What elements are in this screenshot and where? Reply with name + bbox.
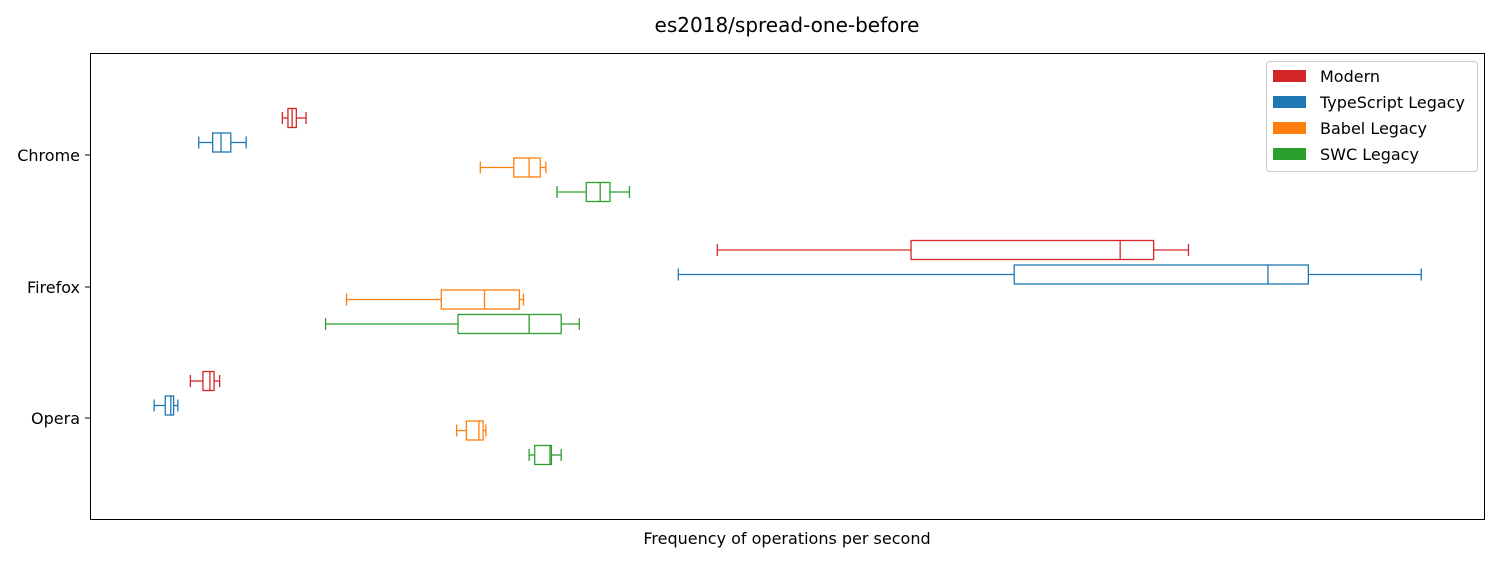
box-plot <box>324 313 580 335</box>
box-plot <box>198 132 247 153</box>
box-iqr <box>202 370 215 392</box>
legend-label: SWC Legacy <box>1320 145 1419 164</box>
legend-label: TypeScript Legacy <box>1319 93 1465 112</box>
box-plot <box>153 395 179 416</box>
y-tick-label: Opera <box>31 409 80 428</box>
y-tick-label: Firefox <box>27 278 80 297</box>
box-iqr <box>212 132 232 153</box>
box-plot <box>455 420 487 441</box>
x-axis-label: Frequency of operations per second <box>643 529 930 548</box>
box-iqr <box>910 239 1155 261</box>
chart-title: es2018/spread-one-before <box>655 13 920 37</box>
box-iqr <box>440 289 521 310</box>
box-plot <box>528 444 562 466</box>
y-axis: Chrome Firefox Opera <box>17 146 90 428</box>
box-plot <box>281 107 307 129</box>
legend-label: Modern <box>1320 67 1380 86</box>
box-plot <box>345 289 525 310</box>
legend-swatch <box>1273 70 1306 82</box>
y-tick-label: Chrome <box>17 146 80 165</box>
box-iqr <box>513 157 541 178</box>
legend-swatch <box>1273 148 1306 160</box>
box-plot <box>716 239 1190 261</box>
legend-frame <box>1266 61 1478 172</box>
box-plot <box>479 157 547 178</box>
legend-swatch <box>1273 122 1306 134</box>
box-iqr <box>465 420 484 441</box>
plot-area-frame <box>90 53 1485 520</box>
legend-item: SWC Legacy <box>1273 145 1419 164</box>
box-iqr <box>534 444 553 466</box>
box-iqr <box>457 313 562 335</box>
legend-item: TypeScript Legacy <box>1273 93 1465 112</box>
box-iqr <box>585 181 611 203</box>
box-plot <box>189 370 221 392</box>
box-iqr <box>1013 264 1310 285</box>
legend-item: Modern <box>1273 67 1380 86</box>
legend-label: Babel Legacy <box>1320 119 1427 138</box>
legend-item: Babel Legacy <box>1273 119 1427 138</box>
box-plot <box>556 181 631 203</box>
legend: Modern TypeScript Legacy Babel Legacy SWC L… <box>1266 61 1478 172</box>
box-iqr <box>164 395 175 416</box>
box-plot <box>677 264 1422 285</box>
box-group <box>153 107 1422 466</box>
legend-swatch <box>1273 96 1306 108</box>
